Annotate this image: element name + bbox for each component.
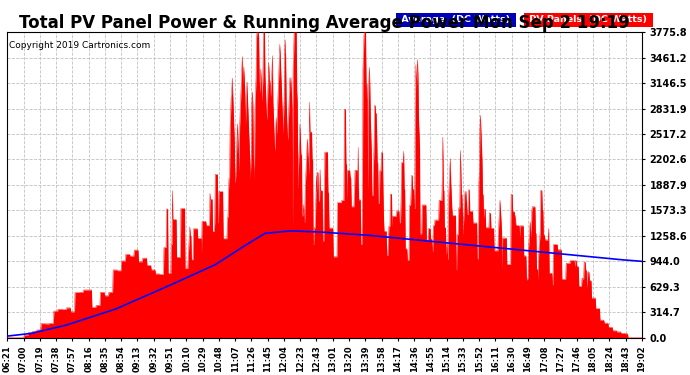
Text: Copyright 2019 Cartronics.com: Copyright 2019 Cartronics.com [8,41,150,50]
Title: Total PV Panel Power & Running Average Power Mon Sep 2 19:19: Total PV Panel Power & Running Average P… [19,14,630,32]
Text: PV Panels  (DC Watts): PV Panels (DC Watts) [526,15,651,24]
Text: Average  (DC Watts): Average (DC Watts) [398,15,513,24]
